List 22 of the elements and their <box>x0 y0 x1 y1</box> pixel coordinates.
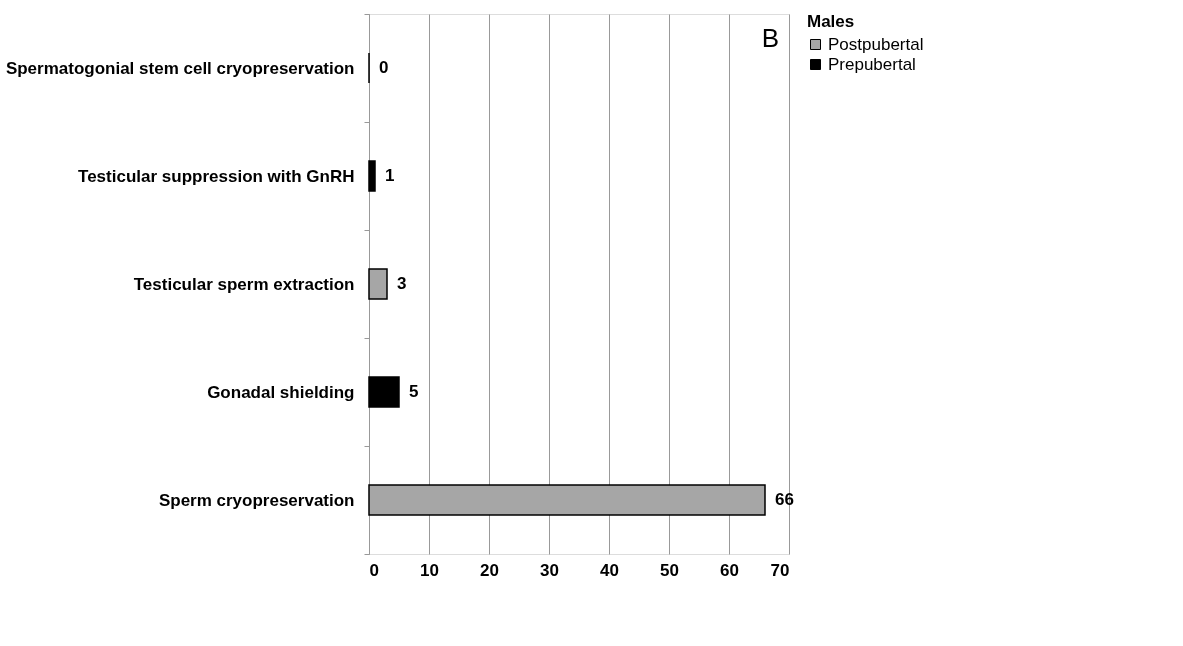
x-tick-label: 20 <box>480 560 499 580</box>
y-tick-label: Gonadal shielding <box>207 382 355 402</box>
data-label: 66 <box>775 490 794 509</box>
x-tick-label: 60 <box>720 560 739 580</box>
x-tick-label: 10 <box>420 560 439 580</box>
legend-label: Prepubertal <box>828 54 916 74</box>
x-tick-label: 70 <box>770 560 790 580</box>
y-tick-label: Testicular suppression with GnRH <box>78 166 355 186</box>
y-tick-label: Sperm cryopreservation <box>158 490 355 510</box>
data-label: 3 <box>397 274 407 293</box>
data-label: 5 <box>409 382 419 401</box>
legend-title: Males <box>807 12 855 31</box>
x-tick-label: 0 <box>369 560 379 580</box>
data-label: 0 <box>379 58 389 77</box>
x-tick-label: 30 <box>540 560 559 580</box>
annotation: B <box>761 23 779 53</box>
data-label: 1 <box>385 166 395 185</box>
x-tick-label: 50 <box>660 560 679 580</box>
y-tick-label: Spermatogonial stem cell cryopreservation <box>5 58 355 78</box>
x-tick-label: 40 <box>600 560 619 580</box>
legend-label: Postpubertal <box>828 34 924 54</box>
y-tick-label: Testicular sperm extraction <box>133 274 355 294</box>
